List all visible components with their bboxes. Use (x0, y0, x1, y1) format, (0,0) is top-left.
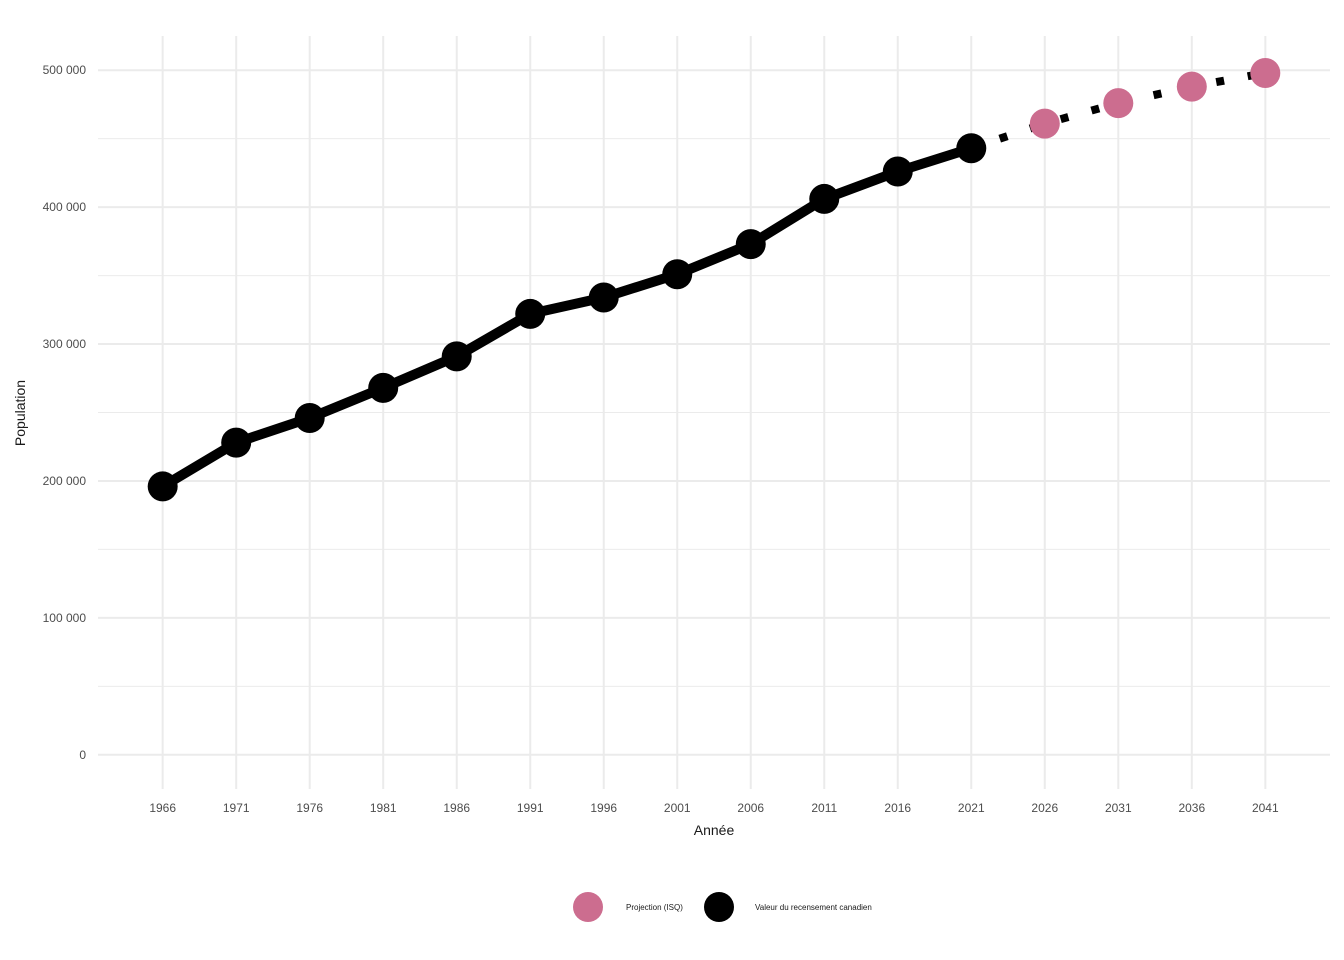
x-tick-label: 2026 (1031, 801, 1058, 815)
legend-swatch (704, 892, 734, 922)
x-tick-label: 1981 (370, 801, 397, 815)
data-points (147, 57, 1281, 502)
x-tick-label: 1966 (149, 801, 176, 815)
y-tick-label: 200 000 (43, 474, 87, 488)
y-axis-ticks: 0 100 000 200 000 300 000 400 000 500 000 (43, 63, 87, 762)
census-data-point (294, 402, 325, 433)
x-tick-label: 2036 (1178, 801, 1205, 815)
x-tick-label: 2016 (884, 801, 911, 815)
x-tick-label: 2041 (1252, 801, 1279, 815)
legend-swatch (573, 892, 603, 922)
census-data-point (735, 229, 766, 260)
projection-data-point (1250, 57, 1281, 88)
y-tick-label: 400 000 (43, 200, 87, 214)
census-data-point (588, 282, 619, 313)
y-tick-label: 100 000 (43, 611, 87, 625)
x-tick-label: 1996 (590, 801, 617, 815)
y-tick-label: 300 000 (43, 337, 87, 351)
census-data-point (809, 183, 840, 214)
y-tick-label: 0 (79, 748, 86, 762)
x-tick-label: 1971 (223, 801, 250, 815)
projection-data-point (1103, 88, 1134, 119)
y-axis-title: Population (12, 380, 28, 446)
x-axis-ticks: 1966 1971 1976 1981 1986 1991 1996 2001 2006 2011… (149, 801, 1279, 815)
x-tick-label: 2001 (664, 801, 691, 815)
census-data-point (441, 341, 472, 372)
legend-label: Projection (ISQ) (626, 903, 683, 912)
census-data-point (882, 156, 913, 187)
census-data-point (221, 427, 252, 458)
census-data-point (515, 298, 546, 329)
projection-data-point (1176, 71, 1207, 102)
x-tick-label: 2021 (958, 801, 985, 815)
census-data-point (368, 372, 399, 403)
x-tick-label: 2011 (811, 801, 837, 815)
y-tick-label: 500 000 (43, 63, 87, 77)
x-tick-label: 2031 (1105, 801, 1132, 815)
x-axis-title: Année (694, 822, 735, 838)
projection-data-point (1029, 108, 1060, 139)
x-tick-label: 1991 (517, 801, 544, 815)
projection-series-line (970, 69, 1267, 153)
census-data-point (662, 259, 693, 290)
x-tick-label: 1986 (443, 801, 470, 815)
grid (98, 36, 1330, 789)
legend: Projection (ISQ) Valeur du recensement ca… (573, 892, 872, 922)
census-data-point (956, 133, 987, 164)
census-data-point (147, 471, 178, 502)
x-tick-label: 2006 (737, 801, 764, 815)
census-series-line (160, 143, 973, 491)
legend-label: Valeur du recensement canadien (755, 903, 872, 912)
series-lines (160, 69, 1267, 491)
x-tick-label: 1976 (296, 801, 323, 815)
